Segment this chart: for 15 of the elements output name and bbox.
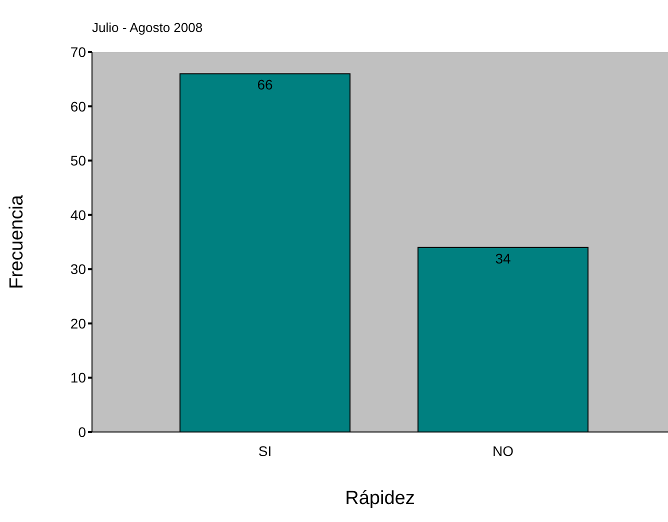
y-tick-label: 60 (70, 98, 86, 114)
y-tick-label: 10 (70, 370, 86, 386)
y-tick-label: 70 (70, 44, 86, 60)
y-tick-label: 30 (70, 261, 86, 278)
y-axis-title: Frecuencia (6, 194, 28, 289)
x-tick-label: SI (258, 442, 272, 459)
data-label: 66 (257, 76, 273, 93)
y-tick-label: 20 (70, 315, 86, 332)
chart-title: Julio - Agosto 2008 (92, 20, 203, 35)
data-label: 34 (495, 250, 511, 266)
y-tick-label: 40 (70, 206, 86, 223)
x-axis-title: Rápidez (345, 488, 415, 509)
y-tick-label: 50 (70, 152, 86, 169)
x-tick-label: NO (492, 442, 514, 459)
y-tick-label: 0 (78, 424, 86, 440)
